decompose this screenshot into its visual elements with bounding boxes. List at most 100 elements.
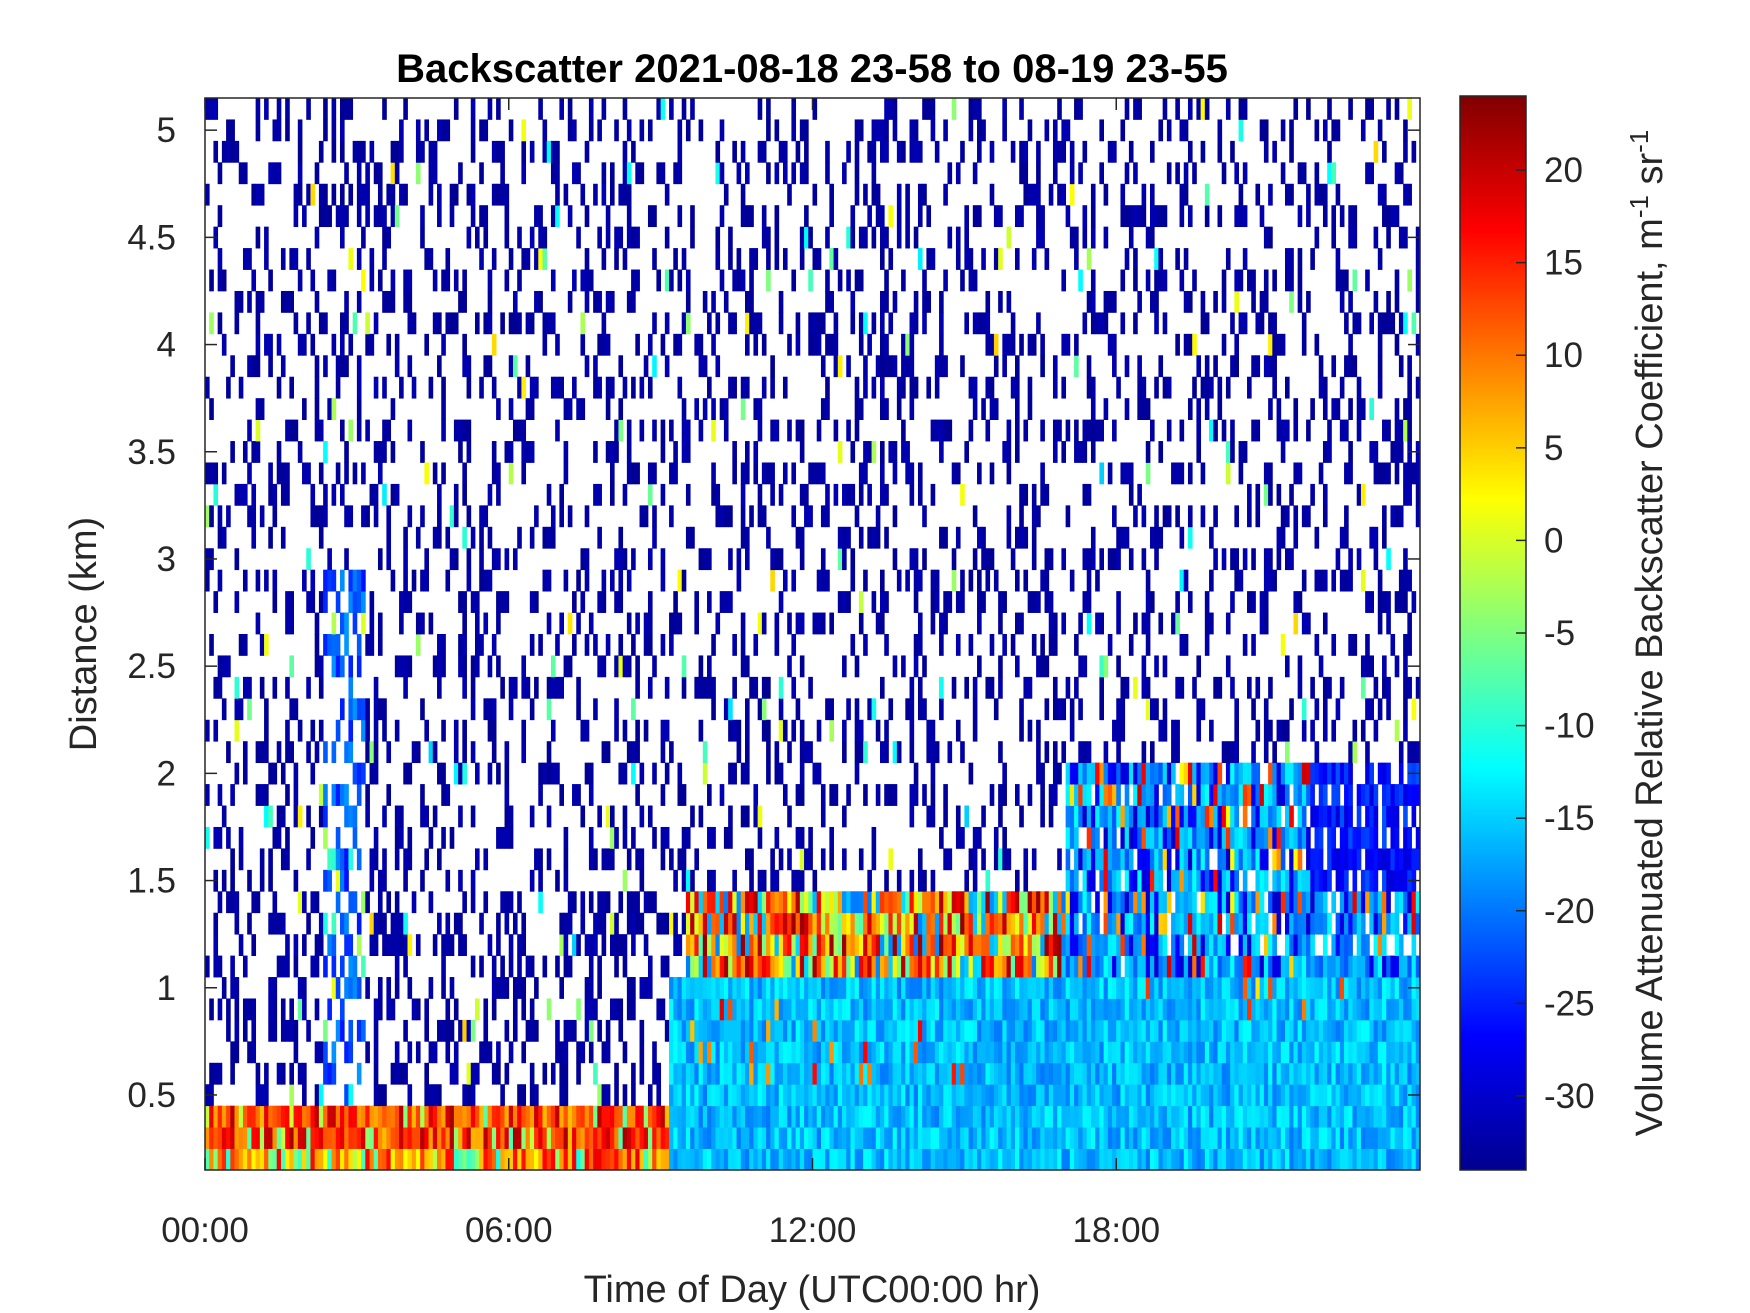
heatmap-cell bbox=[605, 1041, 611, 1064]
heatmap-cell bbox=[264, 248, 269, 270]
heatmap-cell bbox=[1086, 1148, 1092, 1170]
heatmap-cell bbox=[1175, 248, 1180, 270]
heatmap-cell bbox=[365, 1148, 370, 1170]
heatmap-cell bbox=[205, 569, 210, 592]
heatmap-cell bbox=[310, 183, 316, 206]
heatmap-cell bbox=[500, 140, 505, 163]
heatmap-cell bbox=[369, 1105, 375, 1128]
heatmap-cell bbox=[892, 1127, 898, 1149]
heatmap-cell bbox=[643, 977, 649, 999]
heatmap-cell bbox=[774, 634, 780, 656]
heatmap-cell bbox=[1065, 762, 1071, 785]
heatmap-cell bbox=[968, 891, 974, 914]
heatmap-cell bbox=[1103, 741, 1109, 764]
heatmap-cell bbox=[880, 591, 885, 613]
heatmap-cell bbox=[614, 1148, 619, 1170]
heatmap-cell bbox=[972, 698, 978, 721]
heatmap-cell bbox=[306, 805, 311, 828]
heatmap-cell bbox=[449, 205, 455, 228]
heatmap-cell bbox=[766, 1127, 771, 1149]
heatmap-cell bbox=[483, 226, 489, 249]
heatmap-cell bbox=[664, 676, 670, 699]
heatmap-cell bbox=[614, 1105, 619, 1128]
heatmap-cell bbox=[415, 741, 421, 764]
heatmap-cell bbox=[1137, 912, 1142, 935]
heatmap-cell bbox=[1086, 248, 1092, 270]
heatmap-cell bbox=[901, 998, 906, 1021]
heatmap-cell bbox=[896, 1062, 902, 1085]
heatmap-cell bbox=[639, 848, 645, 871]
heatmap-cell bbox=[1171, 462, 1176, 485]
heatmap-cell bbox=[1061, 183, 1067, 206]
heatmap-cell bbox=[247, 355, 252, 378]
heatmap-cell bbox=[989, 1019, 995, 1042]
heatmap-cell bbox=[458, 1127, 463, 1149]
heatmap-cell bbox=[778, 1127, 784, 1149]
heatmap-cell bbox=[930, 119, 936, 142]
heatmap-cell bbox=[213, 1105, 219, 1128]
heatmap-cell bbox=[707, 1148, 712, 1170]
heatmap-cell bbox=[846, 912, 851, 935]
heatmap-cell bbox=[1145, 441, 1151, 463]
heatmap-cell bbox=[1175, 805, 1180, 828]
heatmap-cell bbox=[1112, 955, 1117, 978]
heatmap-cell bbox=[487, 290, 493, 313]
heatmap-cell bbox=[1145, 698, 1151, 721]
heatmap-cell bbox=[656, 98, 662, 120]
heatmap-cell bbox=[584, 634, 590, 656]
heatmap-cell bbox=[934, 140, 940, 163]
heatmap-cell bbox=[791, 569, 797, 592]
heatmap-cell bbox=[576, 784, 581, 806]
heatmap-cell bbox=[555, 1041, 560, 1064]
heatmap-cell bbox=[669, 1105, 674, 1128]
heatmap-cell bbox=[673, 248, 678, 270]
heatmap-cell bbox=[550, 140, 556, 163]
heatmap-cell bbox=[964, 1019, 969, 1042]
heatmap-cell bbox=[820, 848, 826, 871]
heatmap-cell bbox=[500, 591, 505, 613]
heatmap-cell bbox=[909, 977, 915, 999]
heatmap-cell bbox=[926, 1084, 932, 1107]
heatmap-cell bbox=[382, 912, 387, 935]
heatmap-cell bbox=[1175, 505, 1180, 528]
heatmap-cell bbox=[930, 591, 936, 613]
heatmap-cell bbox=[884, 269, 889, 292]
heatmap-cell bbox=[1171, 934, 1176, 956]
heatmap-cell bbox=[242, 162, 248, 185]
heatmap-cell bbox=[896, 934, 902, 956]
heatmap-cell bbox=[458, 934, 463, 956]
heatmap-cell bbox=[302, 205, 307, 228]
heatmap-cell bbox=[808, 934, 813, 956]
heatmap-cell bbox=[1031, 848, 1037, 871]
heatmap-cell bbox=[723, 183, 729, 206]
heatmap-cell bbox=[373, 934, 379, 956]
heatmap-cell bbox=[833, 998, 839, 1021]
heatmap-cell bbox=[268, 333, 273, 356]
heatmap-cell bbox=[820, 955, 826, 978]
heatmap-cell bbox=[690, 805, 695, 828]
heatmap-cell bbox=[453, 1148, 459, 1170]
heatmap-cell bbox=[559, 1041, 564, 1064]
heatmap-cell bbox=[601, 1041, 607, 1064]
heatmap-cell bbox=[1187, 784, 1193, 806]
heatmap-cell bbox=[888, 848, 894, 871]
heatmap-cell bbox=[538, 205, 543, 228]
heatmap-cell bbox=[563, 655, 569, 678]
heatmap-cell bbox=[926, 1105, 932, 1128]
heatmap-cell bbox=[1057, 1062, 1062, 1085]
heatmap-cell bbox=[977, 205, 982, 228]
heatmap-cell bbox=[361, 505, 366, 528]
heatmap-cell bbox=[1027, 1084, 1033, 1107]
heatmap-cell bbox=[1019, 526, 1024, 549]
heatmap-cell bbox=[601, 183, 607, 206]
heatmap-cell bbox=[635, 1127, 640, 1149]
heatmap-cell bbox=[1171, 1084, 1176, 1107]
heatmap-cell bbox=[521, 1084, 527, 1107]
heatmap-cell bbox=[854, 140, 860, 163]
heatmap-cell bbox=[939, 419, 944, 442]
heatmap-cell bbox=[977, 891, 982, 914]
heatmap-cell bbox=[690, 98, 695, 120]
heatmap-cell bbox=[1095, 784, 1100, 806]
heatmap-cell bbox=[643, 719, 649, 742]
heatmap-cell bbox=[1120, 1084, 1126, 1107]
